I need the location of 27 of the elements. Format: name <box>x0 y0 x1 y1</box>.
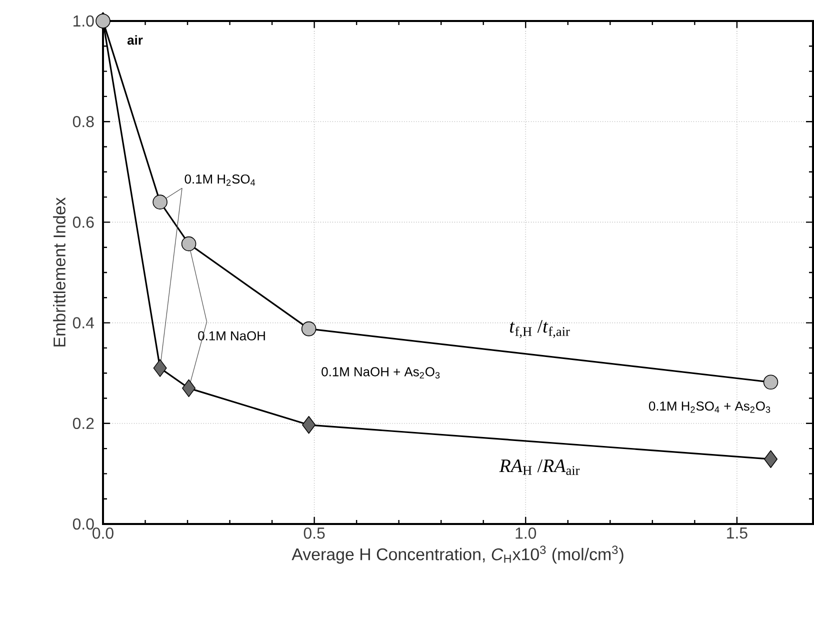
y-tick-label: 0.8 <box>72 116 94 128</box>
annotation: 0.1M H$_{2}$SO$_{4}$ + As$_{2}$O$_{3}$ <box>648 401 770 413</box>
y-tick-label: 0.2 <box>72 418 94 430</box>
point <box>152 194 168 210</box>
y-tick-label: 0.4 <box>72 317 94 328</box>
point <box>181 236 196 252</box>
x-tick-label: 1.5 <box>727 528 748 539</box>
point <box>763 374 778 390</box>
x-axis-title: Average H Concentration, C$_{H}$x10$^{3}$ (mol/cm$^{3}$) <box>292 546 624 564</box>
annotation: 0.1M NaOH + As$_{2}$O$_{3}$ <box>322 367 440 379</box>
point <box>302 416 316 434</box>
series-label: t$_{f,H}$ /t$_{f,air}$ <box>510 320 570 338</box>
series-label: RA$_{H}$ /RA$_{air}$ <box>499 460 580 475</box>
point <box>764 450 778 468</box>
y-tick-label: 0.6 <box>72 216 94 228</box>
point <box>182 379 196 398</box>
y-axis-title: Embrittlement Index <box>53 197 66 346</box>
annotation: 0.1M NaOH <box>198 331 265 340</box>
x-tick-label: 0.5 <box>304 528 325 539</box>
y-tick-label: 0.0 <box>72 518 94 530</box>
annotation: 0.1M H$_{2}$SO$_{4}$ <box>184 174 256 186</box>
y-tick-label: 1.0 <box>74 15 94 27</box>
point <box>153 359 167 377</box>
x-tick-label: 0.0 <box>92 528 114 539</box>
x-tick-label: 1.0 <box>516 528 536 539</box>
point <box>301 321 316 336</box>
annotation: air <box>127 35 143 45</box>
